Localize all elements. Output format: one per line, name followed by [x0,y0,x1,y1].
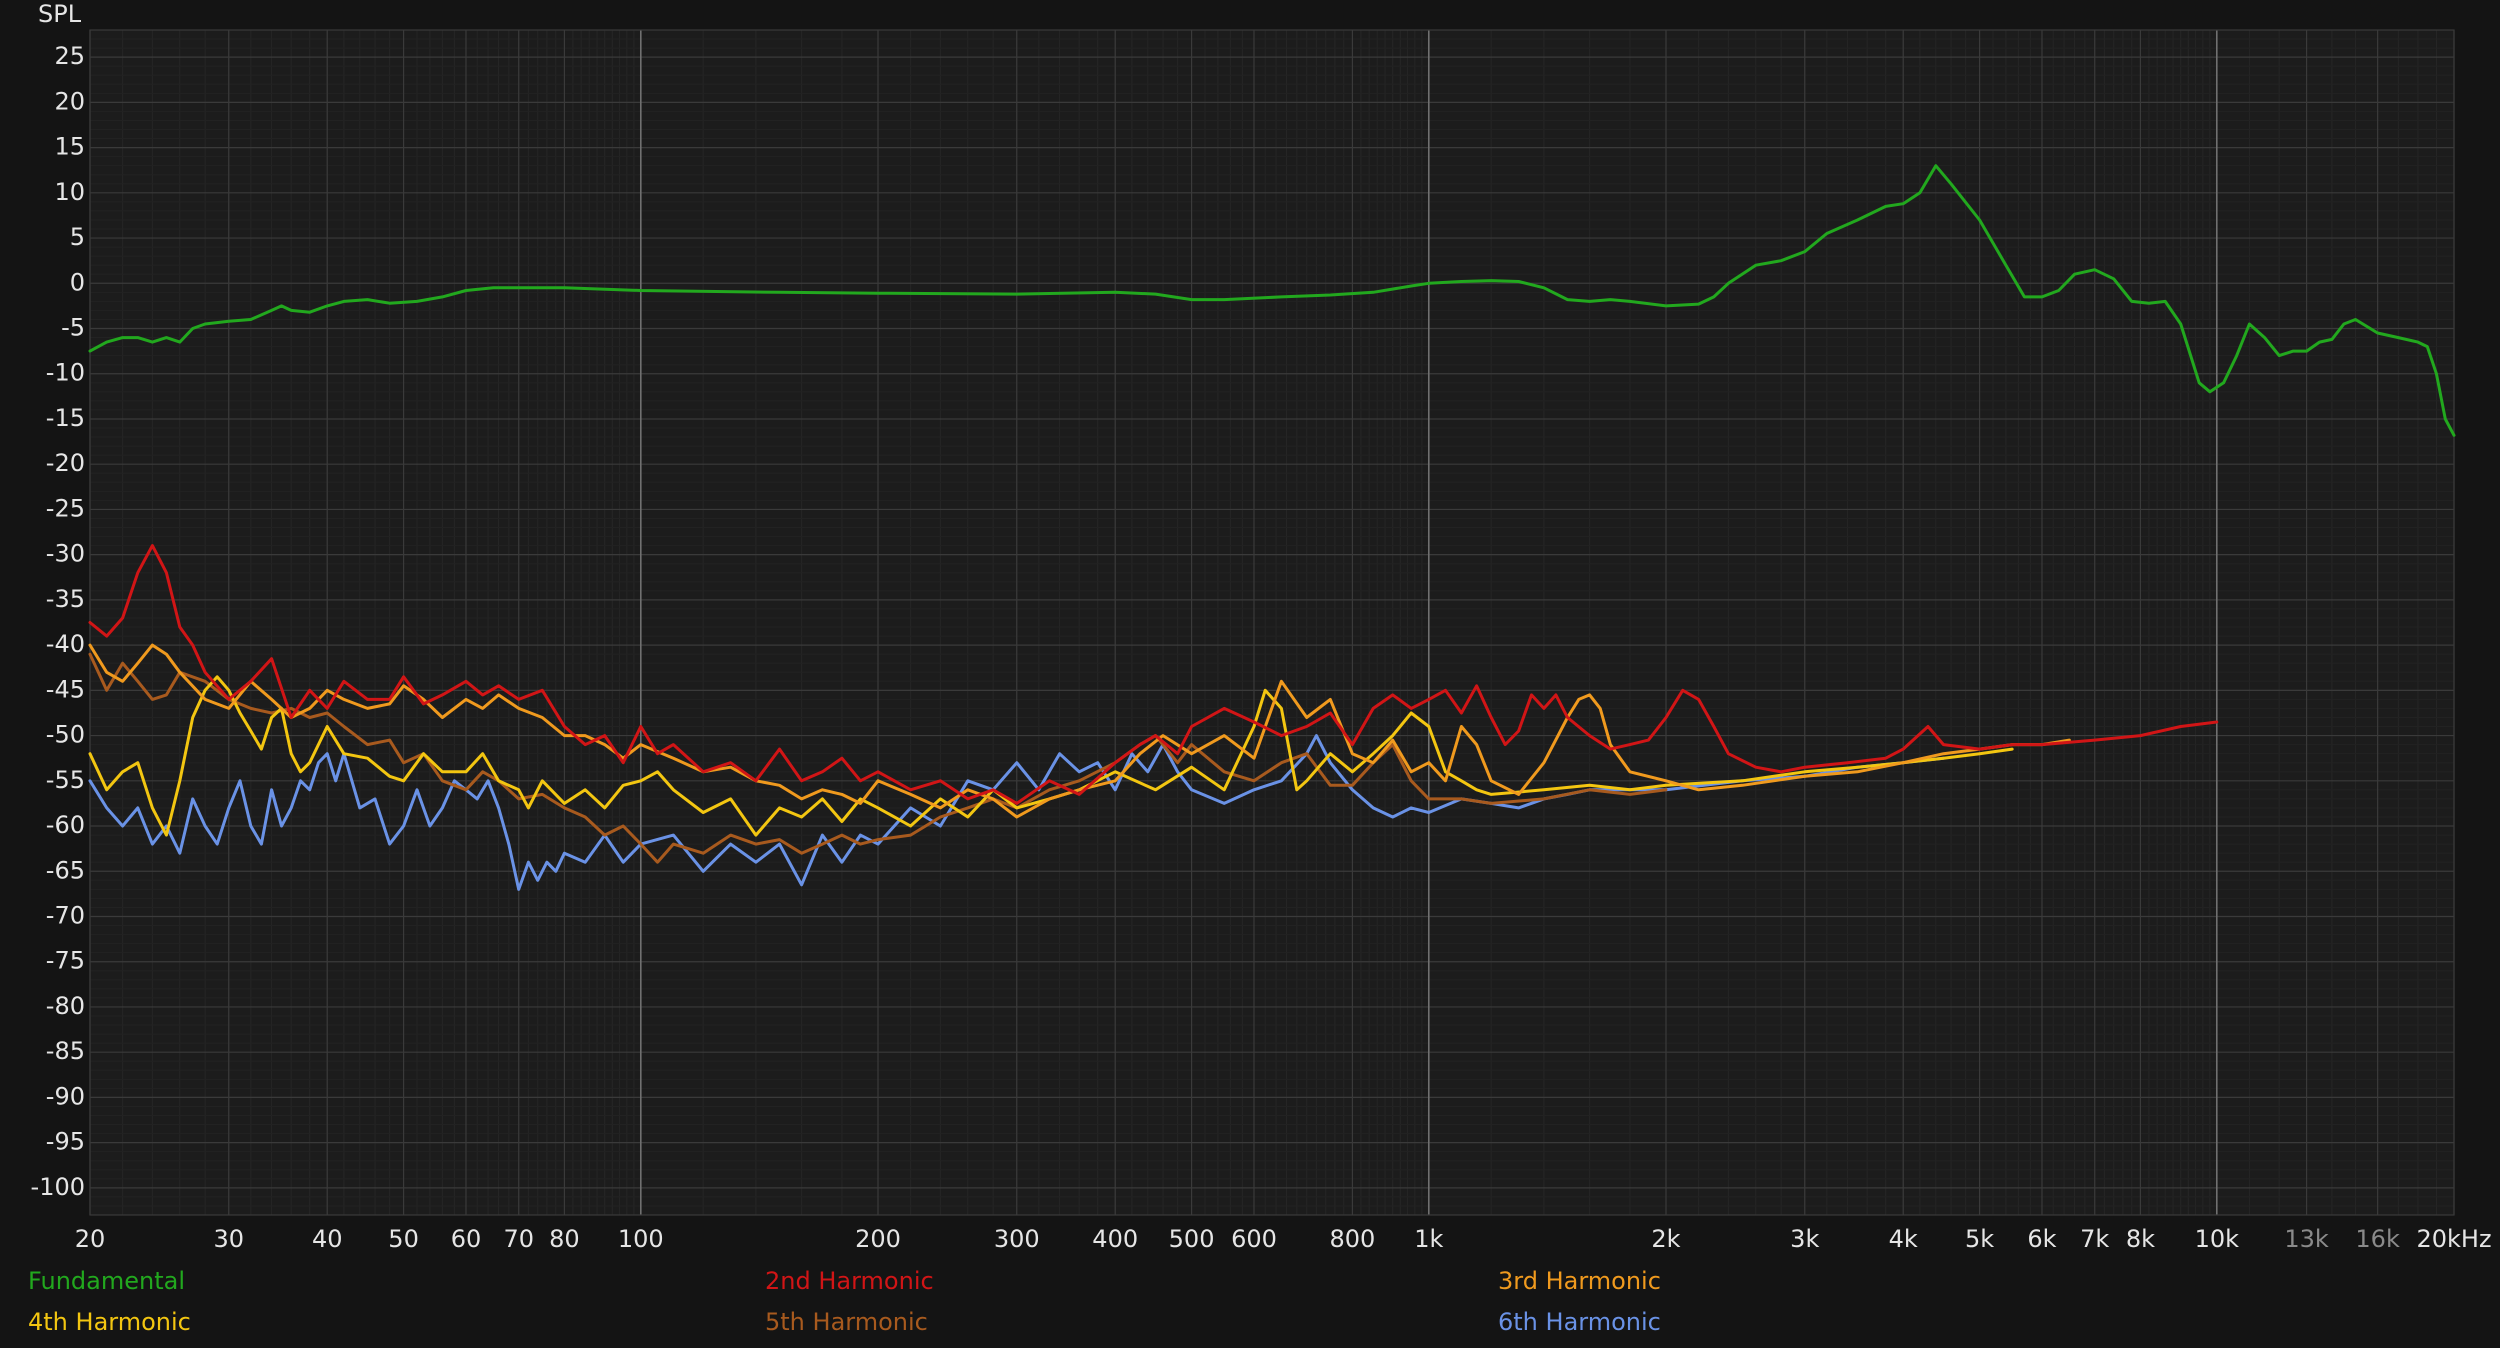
x-tick-label: 30 [213,1225,244,1253]
x-tick-label: 40 [312,1225,343,1253]
y-tick-label: 25 [54,42,85,70]
y-tick-label: -30 [46,540,85,568]
y-tick-label: 10 [54,178,85,206]
series-line-2nd-harmonic [88,544,2219,805]
x-tick-label: 600 [1231,1225,1277,1253]
x-tick-label: 2k [1651,1225,1680,1253]
legend-entry-5th-harmonic: 5th Harmonic [765,1308,928,1336]
x-tick-label: 500 [1169,1225,1215,1253]
x-tick-label: 3k [1790,1225,1819,1253]
series-line-5th-harmonic [88,652,1668,864]
y-tick-label: -95 [46,1128,85,1156]
y-tick-label: 20 [54,87,85,115]
grid-major [89,29,2455,1216]
y-tick-label: -5 [61,314,85,342]
x-tick-label: 400 [1092,1225,1138,1253]
x-tick-label: 7k [2080,1225,2109,1253]
legend-entry-fundamental: Fundamental [28,1267,185,1295]
x-tick-label: 8k [2126,1225,2155,1253]
y-tick-label: -55 [46,766,85,794]
x-tick-label: 800 [1330,1225,1376,1253]
legend-entry-2nd-harmonic: 2nd Harmonic [765,1267,934,1295]
x-tick-label: 20 [75,1225,106,1253]
legend-entry-6th-harmonic: 6th Harmonic [1498,1308,1661,1336]
y-tick-label: -50 [46,721,85,749]
y-tick-label: -45 [46,675,85,703]
x-tick-label: 70 [503,1225,534,1253]
series-line-fundamental [88,164,2456,437]
x-tick-label: 50 [388,1225,419,1253]
y-tick-label: -85 [46,1037,85,1065]
y-tick-label: -65 [46,856,85,884]
y-tick-label: 15 [54,133,85,161]
x-tick-label: 6k [2027,1225,2056,1253]
y-tick-label: -15 [46,404,85,432]
y-tick-label: -20 [46,449,85,477]
legend-entry-3rd-harmonic: 3rd Harmonic [1498,1267,1661,1295]
x-tick-label: 300 [994,1225,1040,1253]
x-axis: 20 30 40 50 60 70 80 100 200 300 400 500 600 800 1k 2k 3… [75,1225,2492,1253]
x-tick-label: 100 [618,1225,664,1253]
series-line-6th-harmonic [88,734,1945,891]
y-tick-label: -35 [46,585,85,613]
y-tick-label: -90 [46,1082,85,1110]
y-tick-label: 5 [70,223,85,251]
y-axis-title: SPL [38,0,82,28]
plot-area [90,30,2454,1215]
x-tick-label: 13k [2284,1225,2329,1253]
y-tick-label: -25 [46,494,85,522]
y-tick-label: -10 [46,359,85,387]
x-tick-label: 4k [1889,1225,1918,1253]
y-tick-label: -40 [46,630,85,658]
legend-entry-4th-harmonic: 4th Harmonic [28,1308,191,1336]
x-tick-label: 16k [2355,1225,2400,1253]
series-line-4th-harmonic [88,675,2014,837]
y-tick-label: -100 [31,1173,85,1201]
series-line-3rd-harmonic [88,643,2071,819]
x-tick-label: 200 [855,1225,901,1253]
x-tick-label: 5k [1965,1225,1994,1253]
y-axis: 25 20 15 10 5 0 -5 -10 -15 -20 -25 -30 -35 -40 -45 -50 -… [31,42,85,1201]
x-tick-label: 1k [1414,1225,1443,1253]
y-tick-label: -80 [46,992,85,1020]
y-tick-label: -70 [46,901,85,929]
x-tick-label: 80 [549,1225,580,1253]
x-tick-label: 20kHz [2416,1225,2491,1253]
y-tick-label: -60 [46,811,85,839]
y-tick-label: 0 [70,268,85,296]
series-layer [88,164,2456,891]
x-tick-label: 60 [451,1225,482,1253]
y-tick-label: -75 [46,947,85,975]
x-tick-label: 10k [2195,1225,2240,1253]
